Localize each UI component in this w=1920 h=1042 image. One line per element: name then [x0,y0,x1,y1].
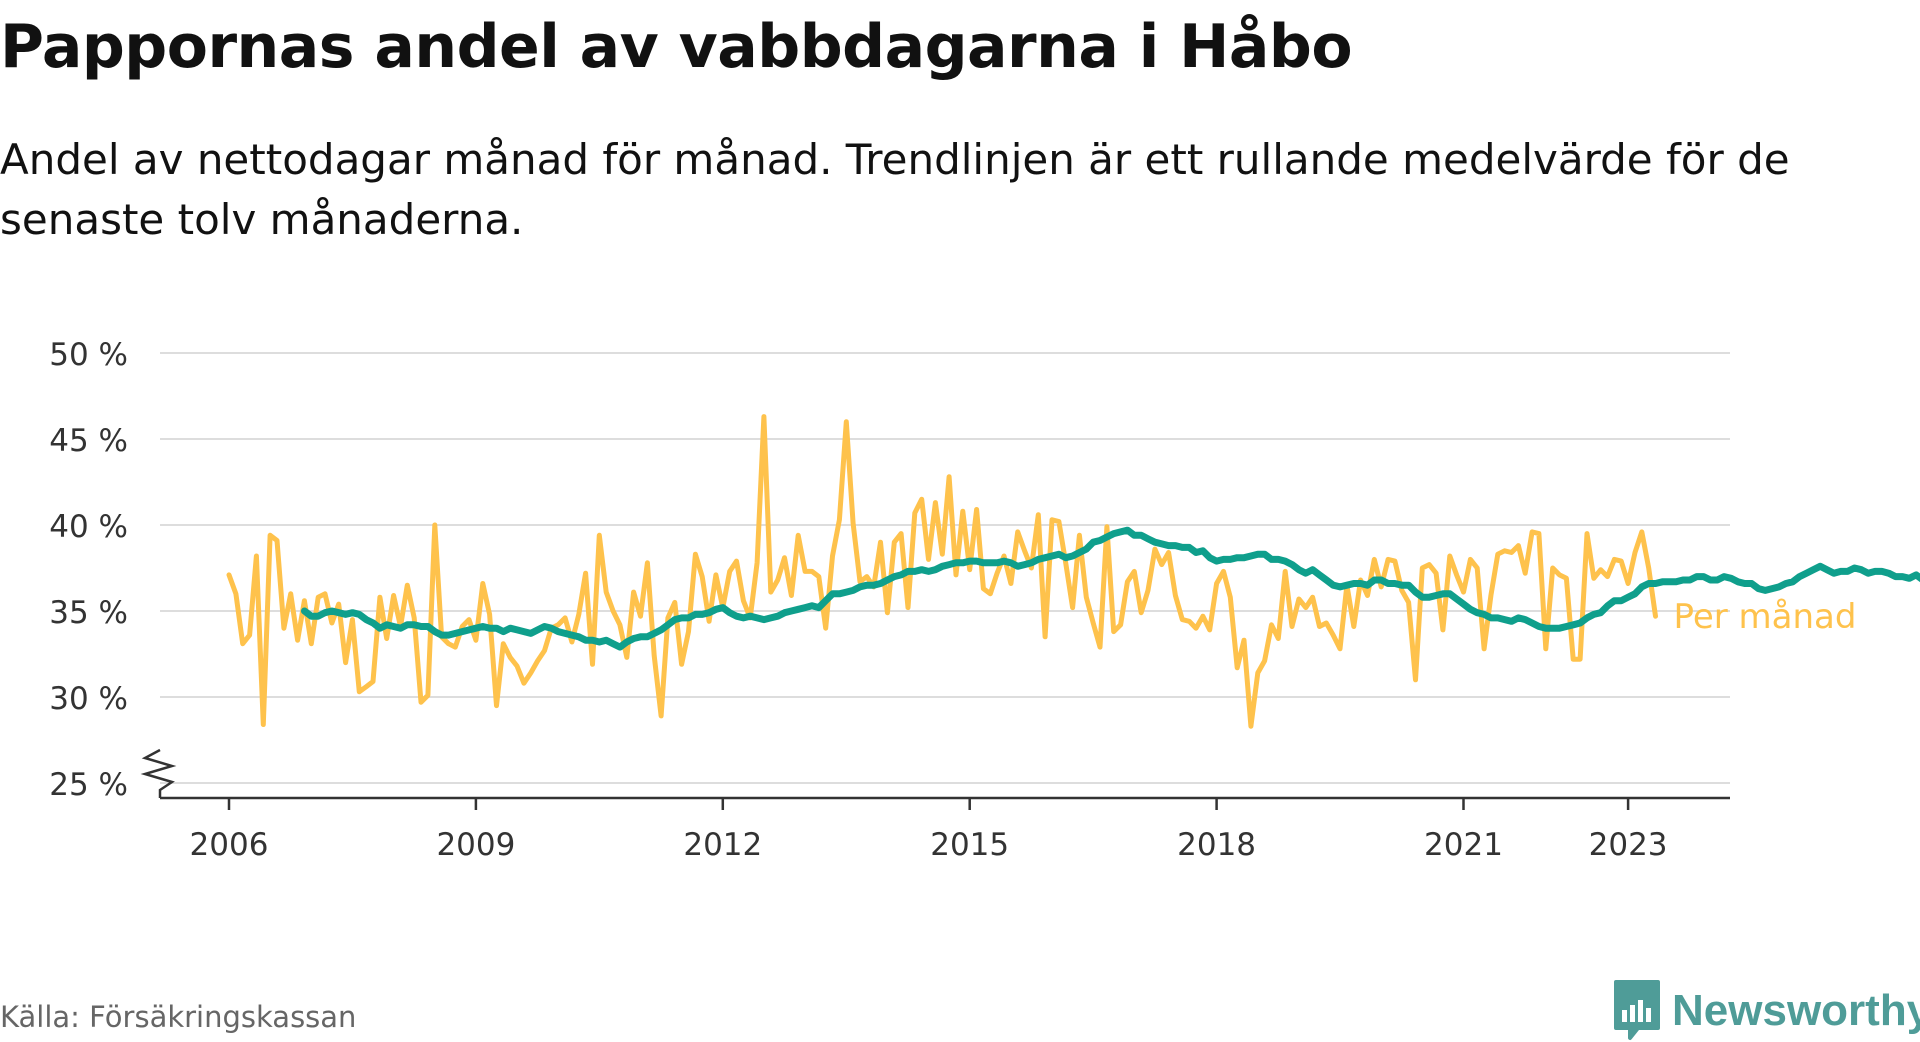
legend-label-per-manad: Per månad [1674,597,1857,637]
legend: TrendPer månad [1674,552,1920,637]
y-tick-label: 40 % [49,509,128,545]
x-tick-label: 2015 [930,827,1009,863]
y-tick-label: 50 % [49,337,128,373]
y-axis-ticks: 50 % 45 % 40 % 35 % 30 % 25 % [49,337,128,803]
y-tick-label: 45 % [49,423,128,459]
x-tick-label: 2006 [190,827,269,863]
line-chart: 50 % 45 % 40 % 35 % 30 % 25 % 2006 2009 2012 201… [0,0,1920,960]
series-lines [229,417,1920,727]
x-axis: 2006 2009 2012 2015 2018 2021 2023 [145,750,1730,863]
brand-logo[interactable]: Newsworthy [1612,980,1920,1042]
y-tick-label: 35 % [49,595,128,631]
source-note: Källa: Försäkringskassan [0,1000,356,1034]
x-tick-label: 2012 [683,827,762,863]
x-tick-label: 2009 [436,827,515,863]
y-tick-label: 30 % [49,681,128,717]
brand-name: Newsworthy [1672,986,1920,1036]
y-tick-label: 25 % [49,767,128,803]
x-tick-label: 2021 [1424,827,1503,863]
newsworthy-icon [1612,980,1662,1042]
x-tick-label: 2018 [1177,827,1256,863]
series-line-per-manad [229,417,1656,727]
x-tick-label: 2023 [1589,827,1668,863]
axis-break-mark [145,750,172,798]
